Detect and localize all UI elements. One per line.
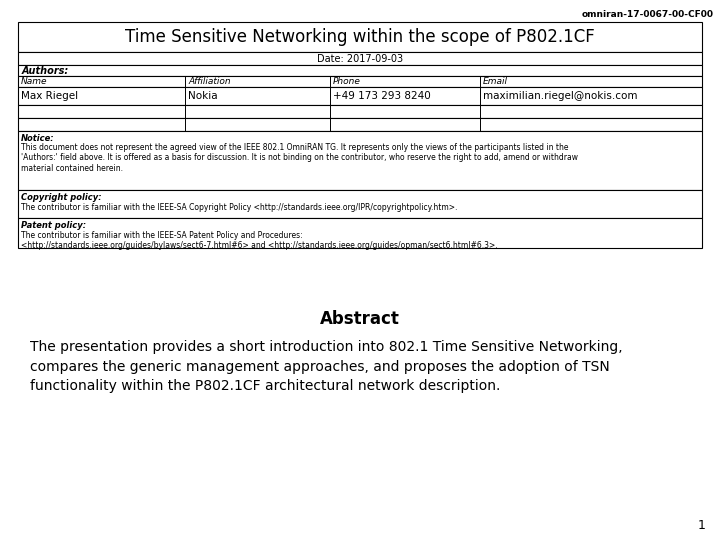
Text: +49 173 293 8240: +49 173 293 8240 (333, 91, 431, 101)
Bar (18, 131, 702, 190)
Text: Phone: Phone (333, 77, 361, 86)
Text: Notice:: Notice: (21, 134, 55, 143)
Bar (18, 105, 702, 118)
Text: The contributor is familiar with the IEEE-SA Copyright Policy <http://standards.: The contributor is familiar with the IEE… (21, 203, 457, 212)
Bar (18, 22, 702, 52)
Text: maximilian.riegel@nokis.com: maximilian.riegel@nokis.com (483, 91, 637, 101)
Text: Authors:: Authors: (22, 65, 69, 76)
Text: 1: 1 (698, 519, 706, 532)
Text: Nokia: Nokia (188, 91, 217, 101)
Bar (18, 190, 702, 218)
Text: Date: 2017-09-03: Date: 2017-09-03 (317, 53, 403, 64)
Text: Copyright policy:: Copyright policy: (21, 193, 102, 202)
Text: Affiliation: Affiliation (188, 77, 230, 86)
Text: Name: Name (21, 77, 48, 86)
Text: Email: Email (483, 77, 508, 86)
Bar (18, 87, 702, 105)
Text: The contributor is familiar with the IEEE-SA Patent Policy and Procedures:
<http: The contributor is familiar with the IEE… (21, 231, 498, 251)
Text: Patent policy:: Patent policy: (21, 221, 86, 230)
Bar (18, 76, 702, 87)
Bar (18, 118, 702, 131)
Text: omniran-17-0067-00-CF00: omniran-17-0067-00-CF00 (582, 10, 714, 19)
Text: This document does not represent the agreed view of the IEEE 802.1 OmniRAN TG. I: This document does not represent the agr… (21, 143, 578, 173)
Text: Max Riegel: Max Riegel (21, 91, 78, 101)
Text: Time Sensitive Networking within the scope of P802.1CF: Time Sensitive Networking within the sco… (125, 28, 595, 46)
Bar (18, 52, 702, 65)
Bar (18, 218, 702, 248)
Bar (18, 65, 702, 76)
Text: Abstract: Abstract (320, 310, 400, 328)
Text: The presentation provides a short introduction into 802.1 Time Sensitive Network: The presentation provides a short introd… (30, 340, 623, 393)
